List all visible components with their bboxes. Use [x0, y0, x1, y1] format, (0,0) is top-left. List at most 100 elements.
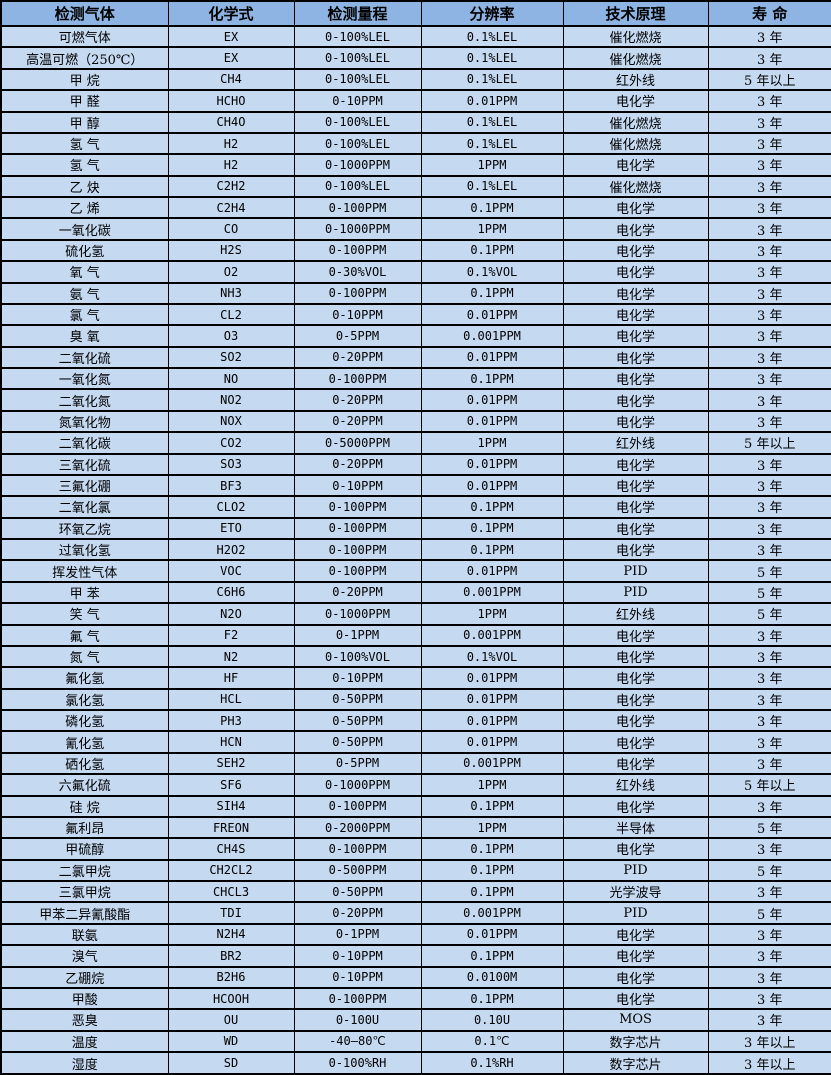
cell-chemical-formula: H2: [167, 131, 295, 156]
cell-detection-range: 0-5PPM: [293, 324, 422, 348]
cell-resolution: 1PPM: [420, 431, 564, 455]
cell-chemical-formula: EX: [167, 46, 295, 70]
cell-lifespan: 5 年: [707, 901, 831, 925]
cell-detection-range: 0-20PPM: [293, 409, 422, 434]
cell-technology: 电化学: [562, 751, 709, 776]
table-row: 六氟化硫 SF6 0-1000PPM 1PPM 红外线 5 年以上: [0, 773, 831, 797]
cell-detection-range: 0-10PPM: [293, 965, 422, 989]
cell-technology: 催化燃烧: [562, 110, 709, 134]
cell-gas-name: 氮 气: [0, 644, 169, 669]
cell-resolution: 0.1PPM: [420, 879, 564, 904]
cell-technology: 电化学: [562, 837, 709, 861]
cell-lifespan: 5 年: [707, 559, 831, 583]
cell-lifespan: 3 年: [707, 687, 831, 712]
cell-chemical-formula: HCOOH: [167, 986, 295, 1011]
cell-chemical-formula: VOC: [167, 559, 295, 583]
cell-technology: 电化学: [562, 986, 709, 1011]
cell-chemical-formula: CH4O: [167, 110, 295, 134]
cell-lifespan: 3 年: [707, 922, 831, 947]
cell-gas-name: 温度: [0, 1029, 169, 1054]
cell-lifespan: 3 年: [707, 24, 831, 49]
cell-gas-name: 二氧化碳: [0, 431, 169, 455]
cell-lifespan: 3 年: [707, 345, 831, 370]
table-row: 甲 醛 HCHO 0-10PPM 0.01PPM 电化学 3 年: [0, 89, 831, 113]
cell-detection-range: 0-5000PPM: [293, 431, 422, 455]
cell-chemical-formula: CH2CL2: [167, 858, 295, 883]
cell-technology: 电化学: [562, 302, 709, 327]
cell-technology: 电化学: [562, 516, 709, 541]
cell-lifespan: 3 年: [707, 153, 831, 177]
cell-gas-name: 甲 苯: [0, 580, 169, 605]
cell-detection-range: 0-100U: [293, 1008, 422, 1032]
cell-gas-name: 氟 气: [0, 623, 169, 647]
cell-gas-name: 乙 炔: [0, 174, 169, 199]
cell-detection-range: 0-50PPM: [293, 687, 422, 712]
cell-technology: 电化学: [562, 324, 709, 348]
table-row: 硒化氢 SEH2 0-5PPM 0.001PPM 电化学 3 年: [0, 751, 831, 776]
table-row: 氯化氢 HCL 0-50PPM 0.01PPM 电化学 3 年: [0, 687, 831, 712]
cell-chemical-formula: SO3: [167, 452, 295, 476]
cell-chemical-formula: CH4: [167, 67, 295, 92]
cell-resolution: 0.1%LEL: [420, 131, 564, 156]
cell-detection-range: 0-1000PPM: [293, 602, 422, 626]
cell-technology: 电化学: [562, 944, 709, 968]
table-row: 高温可燃（250℃） EX 0-100%LEL 0.1%LEL 催化燃烧 3 年: [0, 46, 831, 70]
cell-gas-name: 氟化氢: [0, 666, 169, 690]
cell-technology: 电化学: [562, 366, 709, 391]
cell-lifespan: 5 年以上: [707, 67, 831, 92]
table-row: 乙 炔 C2H2 0-100%LEL 0.1%LEL 催化燃烧 3 年: [0, 174, 831, 199]
cell-gas-name: 可燃气体: [0, 24, 169, 49]
cell-technology: 电化学: [562, 666, 709, 690]
table-row: 过氧化氢 H2O2 0-100PPM 0.1PPM 电化学 3 年: [0, 537, 831, 562]
cell-resolution: 0.1PPM: [420, 195, 564, 220]
cell-lifespan: 3 年: [707, 666, 831, 690]
cell-chemical-formula: TDI: [167, 901, 295, 925]
cell-technology: 电化学: [562, 409, 709, 434]
table-row: 甲硫醇 CH4S 0-100PPM 0.1PPM 电化学 3 年: [0, 837, 831, 861]
table-row: 氮氧化物 NOX 0-20PPM 0.01PPM 电化学 3 年: [0, 409, 831, 434]
cell-chemical-formula: C6H6: [167, 580, 295, 605]
cell-resolution: 0.1%VOL: [420, 644, 564, 669]
cell-resolution: 0.1%LEL: [420, 67, 564, 92]
cell-lifespan: 3 年: [707, 281, 831, 305]
cell-resolution: 1PPM: [420, 217, 564, 241]
cell-lifespan: 3 年: [707, 473, 831, 498]
cell-detection-range: 0-20PPM: [293, 345, 422, 370]
cell-gas-name: 二氧化氯: [0, 495, 169, 519]
cell-lifespan: 5 年以上: [707, 773, 831, 797]
cell-detection-range: 0-100PPM: [293, 986, 422, 1011]
cell-gas-name: 二氯甲烷: [0, 858, 169, 883]
cell-lifespan: 3 年: [707, 623, 831, 647]
cell-detection-range: 0-100%LEL: [293, 24, 422, 49]
cell-lifespan: 3 年: [707, 409, 831, 434]
cell-gas-name: 三氯甲烷: [0, 879, 169, 904]
cell-resolution: 0.1PPM: [420, 944, 564, 968]
cell-gas-name: 过氧化氢: [0, 537, 169, 562]
cell-resolution: 0.1℃: [420, 1029, 564, 1054]
cell-chemical-formula: HCN: [167, 730, 295, 754]
cell-resolution: 0.001PPM: [420, 324, 564, 348]
cell-gas-name: 三氧化硫: [0, 452, 169, 476]
cell-detection-range: 0-1PPM: [293, 623, 422, 647]
table-row: 硫化氢 H2S 0-100PPM 0.1PPM 电化学 3 年: [0, 238, 831, 263]
cell-technology: 电化学: [562, 345, 709, 370]
cell-lifespan: 5 年: [707, 815, 831, 840]
cell-detection-range: 0-500PPM: [293, 858, 422, 883]
table-row: 氢 气 H2 0-100%LEL 0.1%LEL 催化燃烧 3 年: [0, 131, 831, 156]
cell-lifespan: 3 年: [707, 644, 831, 669]
cell-gas-name: 三氟化硼: [0, 473, 169, 498]
cell-lifespan: 3 年: [707, 516, 831, 541]
cell-technology: 电化学: [562, 922, 709, 947]
cell-resolution: 0.01PPM: [420, 687, 564, 712]
cell-detection-range: 0-100%RH: [293, 1051, 422, 1075]
cell-technology: 电化学: [562, 495, 709, 519]
cell-detection-range: 0-2000PPM: [293, 815, 422, 840]
cell-detection-range: 0-100%LEL: [293, 110, 422, 134]
cell-technology: 光学波导: [562, 879, 709, 904]
table-row: 笑 气 N2O 0-1000PPM 1PPM 红外线 5 年: [0, 602, 831, 626]
cell-detection-range: 0-1000PPM: [293, 217, 422, 241]
cell-resolution: 0.1PPM: [420, 281, 564, 305]
table-row: 氨 气 NH3 0-100PPM 0.1PPM 电化学 3 年: [0, 281, 831, 305]
cell-chemical-formula: NO2: [167, 388, 295, 412]
cell-chemical-formula: C2H4: [167, 195, 295, 220]
